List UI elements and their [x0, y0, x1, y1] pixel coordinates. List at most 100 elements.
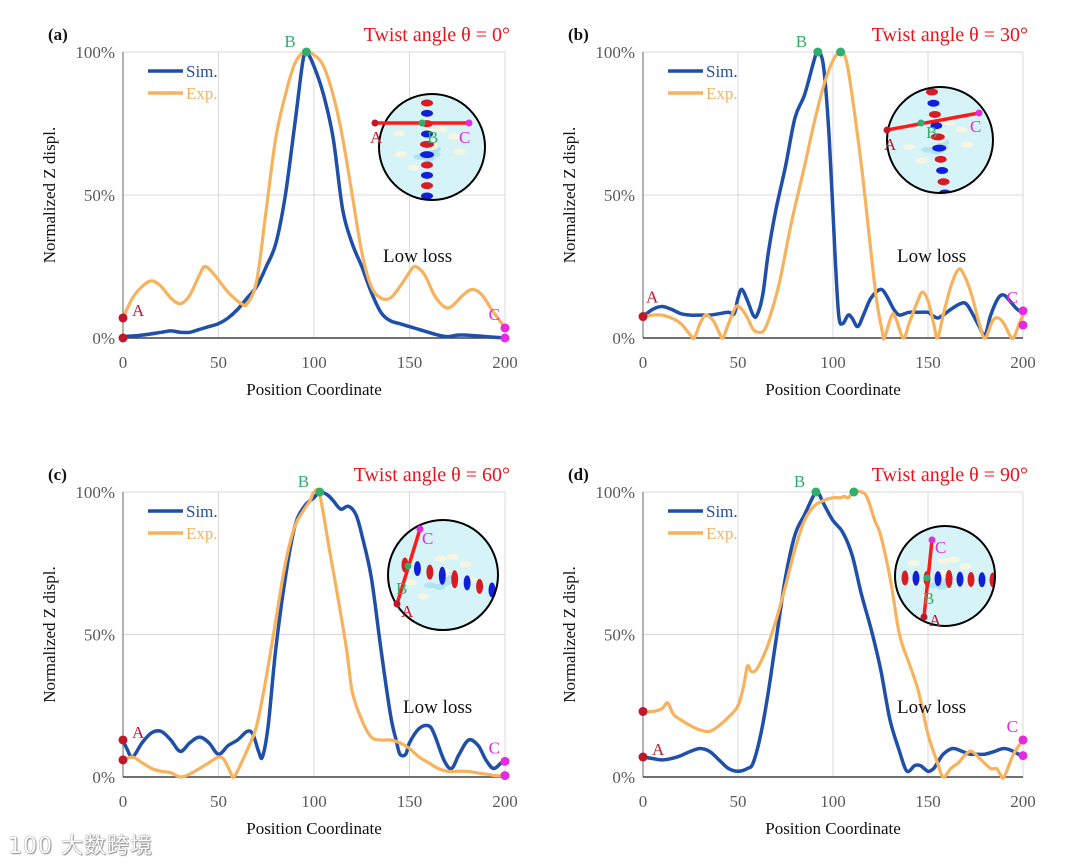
- inset-mode-lobe: [426, 564, 434, 580]
- y-tick-label: 100%: [75, 483, 115, 502]
- inset-border: [894, 525, 996, 627]
- marker-point-b: [813, 47, 823, 57]
- panel-label: (c): [48, 465, 67, 484]
- legend-label-exp: Exp.: [706, 84, 738, 103]
- marker-point-c: [500, 756, 510, 766]
- inset-mode-lobe: [420, 140, 434, 148]
- inset-mode-lobe: [488, 582, 496, 598]
- series-line-sim: [642, 489, 1024, 774]
- x-tick-label: 150: [915, 792, 941, 811]
- inset-point-b: [404, 562, 412, 570]
- marker-point-c: [1018, 735, 1028, 745]
- inset-point-a: [920, 613, 928, 621]
- inset-mode-lobe: [463, 575, 471, 591]
- marker-point-a: [638, 752, 648, 762]
- x-tick-label: 200: [492, 792, 518, 811]
- marker-point-c: [500, 333, 510, 343]
- panel-a: 0 50 100 150 200 0% 50% 100% Position Coordinate…: [40, 24, 518, 399]
- marker-point-c: [500, 771, 510, 781]
- inset-cut-line: [886, 111, 980, 132]
- marker-point-a: [118, 735, 128, 745]
- marker-point-b: [301, 47, 311, 57]
- y-tick-label: 50%: [84, 186, 115, 205]
- y-tick-label: 0%: [612, 329, 635, 348]
- inset-ripple: [915, 157, 928, 164]
- legend-label-exp: Exp.: [706, 524, 738, 543]
- marker-label-c: C: [489, 738, 500, 757]
- inset-ripple: [948, 556, 961, 563]
- marker-label-b: B: [794, 472, 805, 491]
- x-axis-title: Position Coordinate: [246, 819, 382, 838]
- inset-point-a: [371, 119, 379, 127]
- marker-point-a: [638, 312, 648, 322]
- inset-mode-lobe: [927, 99, 940, 107]
- panel-b: 0 50 100 150 200 0% 50% 100% Position Coordinate…: [560, 24, 1036, 399]
- marker-point-c: [1018, 306, 1028, 316]
- inset-point-a: [393, 600, 401, 608]
- y-tick-label: 100%: [75, 43, 115, 62]
- inset-mode-lobe: [939, 189, 951, 193]
- x-tick-label: 50: [210, 792, 227, 811]
- y-tick-label: 0%: [92, 768, 115, 787]
- panel-label: (b): [568, 25, 589, 44]
- inset-border: [886, 86, 994, 194]
- y-tick-label: 50%: [84, 626, 115, 645]
- inset-ripple: [961, 141, 974, 148]
- panel-title: Twist angle θ = 90°: [872, 464, 1028, 486]
- inset-mode-lobe: [421, 161, 433, 169]
- inset-border: [378, 93, 486, 201]
- inset-point-b: [923, 574, 931, 582]
- inset-mode-lobe: [421, 182, 433, 190]
- inset-border: [387, 519, 499, 631]
- marker-point-b: [836, 47, 846, 57]
- inset-label-a: A: [370, 128, 383, 147]
- inset-mode-lobe: [421, 171, 433, 179]
- inset-ripple: [903, 144, 915, 151]
- legend-label-sim: Sim.: [186, 502, 218, 521]
- inset-point-b: [418, 119, 426, 127]
- inset-mode-lobe: [413, 561, 421, 577]
- marker-label-a: A: [652, 740, 665, 759]
- inset-label-c: C: [935, 538, 946, 557]
- marker-point-b: [811, 487, 821, 497]
- inset-ripple: [435, 555, 448, 562]
- x-axis-title: Position Coordinate: [765, 380, 901, 399]
- legend-label-sim: Sim.: [706, 62, 738, 81]
- low-loss-annotation: Low loss: [403, 697, 472, 718]
- x-tick-label: 0: [639, 353, 648, 372]
- x-tick-label: 100: [301, 792, 327, 811]
- inset-ripple: [959, 563, 972, 570]
- y-tick-label: 50%: [604, 626, 635, 645]
- marker-label-a: A: [132, 723, 145, 742]
- panel-c: 0 50 100 150 200 0% 50% 100% Position Coordinate…: [40, 464, 518, 838]
- panel-title: Twist angle θ = 30°: [872, 24, 1028, 46]
- y-axis-title: Normalized Z displ.: [560, 127, 579, 263]
- marker-label-b: B: [284, 32, 295, 51]
- marker-label-c: C: [1007, 288, 1018, 307]
- inset-mode-lobe: [930, 133, 945, 141]
- marker-point-a: [118, 313, 128, 323]
- y-tick-label: 0%: [92, 329, 115, 348]
- y-axis-title: Normalized Z displ.: [40, 566, 59, 702]
- x-tick-label: 0: [639, 792, 648, 811]
- inset-ripple: [921, 146, 934, 153]
- marker-point-c: [1018, 751, 1028, 761]
- inset-label-b: B: [427, 128, 438, 147]
- inset-mode-lobe: [926, 88, 938, 96]
- inset-label-b: B: [396, 579, 407, 598]
- x-tick-label: 100: [301, 353, 327, 372]
- inset-mode-lobe: [901, 570, 909, 586]
- marker-label-a: A: [132, 301, 145, 320]
- series-line-exp: [642, 489, 1025, 780]
- marker-point-a: [638, 706, 648, 716]
- inset-ripple: [435, 126, 448, 133]
- marker-point-c: [500, 323, 510, 333]
- marker-point-b: [849, 487, 859, 497]
- x-axis-title: Position Coordinate: [246, 380, 382, 399]
- watermark-logo: 100 大数跨境: [8, 834, 153, 859]
- inset-ripple: [417, 593, 430, 600]
- x-tick-label: 50: [730, 353, 747, 372]
- marker-point-b: [315, 487, 325, 497]
- inset-mode-lobe: [421, 99, 433, 107]
